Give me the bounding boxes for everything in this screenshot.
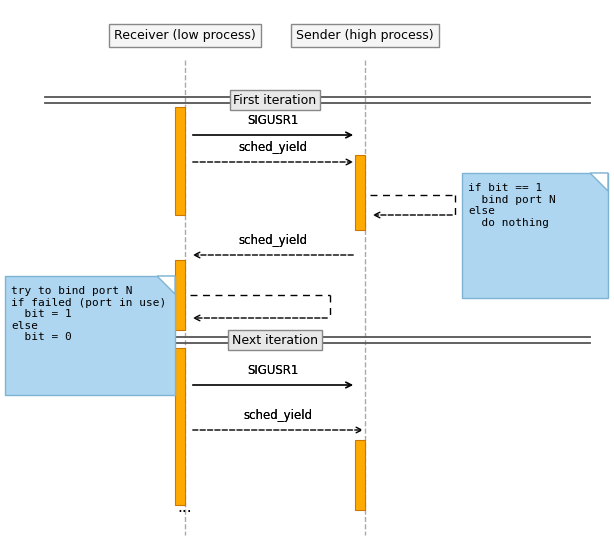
Polygon shape — [590, 173, 608, 191]
Text: sched_yield: sched_yield — [238, 234, 308, 247]
Text: sched_yield: sched_yield — [238, 141, 308, 154]
Text: sched_yield: sched_yield — [243, 409, 313, 422]
Bar — [175, 260, 185, 330]
Text: if bit == 1
  bind port N
else
  do nothing: if bit == 1 bind port N else do nothing — [468, 183, 556, 228]
Text: sched_yield: sched_yield — [243, 409, 313, 422]
Text: Sender (high process): Sender (high process) — [296, 28, 434, 41]
Text: ...: ... — [177, 500, 192, 516]
Bar — [5, 276, 175, 395]
Text: sched_yield: sched_yield — [238, 141, 308, 154]
Text: SIGUSR1: SIGUSR1 — [247, 114, 298, 127]
Bar — [355, 440, 365, 510]
Bar — [175, 107, 185, 215]
Text: Next iteration: Next iteration — [232, 333, 318, 347]
Text: First iteration: First iteration — [233, 94, 317, 107]
Bar — [462, 173, 608, 298]
Text: sched_yield: sched_yield — [238, 234, 308, 247]
Text: try to bind port N
if failed (port in use)
  bit = 1
else
  bit = 0: try to bind port N if failed (port in us… — [11, 286, 166, 342]
Text: Receiver (low process): Receiver (low process) — [114, 28, 256, 41]
Bar — [175, 348, 185, 505]
Text: SIGUSR1: SIGUSR1 — [247, 364, 298, 377]
Polygon shape — [157, 276, 175, 294]
Text: SIGUSR1: SIGUSR1 — [247, 364, 298, 377]
Text: SIGUSR1: SIGUSR1 — [247, 114, 298, 127]
Bar — [355, 155, 365, 230]
